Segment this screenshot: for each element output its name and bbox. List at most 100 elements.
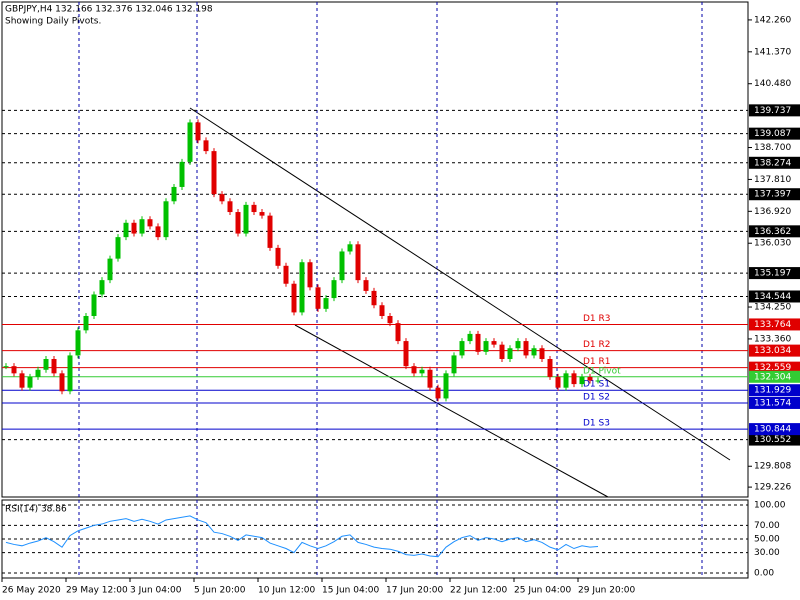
x-tick-label: 29 Jun 20:00 (578, 586, 635, 596)
candle (587, 376, 593, 381)
candle (531, 348, 537, 356)
rsi-tick-label: 70.00 (754, 521, 780, 531)
candle (251, 204, 257, 213)
rsi-tick-label: 50.00 (754, 535, 780, 545)
candle (267, 215, 273, 248)
candle (483, 341, 489, 352)
candle (291, 283, 297, 313)
pivot-label: 130.844 (754, 425, 791, 435)
candle (35, 369, 41, 377)
candle (171, 186, 177, 202)
candle (211, 151, 217, 195)
x-tick-label: 3 Jun 04:00 (130, 586, 182, 596)
rsi-tick-label: 100.00 (754, 500, 786, 510)
candle (3, 366, 9, 368)
level-box (749, 433, 800, 446)
candle (499, 344, 505, 360)
candle (75, 330, 81, 356)
candle (395, 323, 401, 342)
candle (515, 341, 521, 349)
level-box (749, 127, 800, 140)
y-tick-label: 129.808 (754, 462, 791, 472)
candle (235, 212, 241, 234)
candle (123, 222, 129, 238)
candle (179, 161, 185, 187)
pivot-box (749, 361, 800, 374)
pivot-box (749, 423, 800, 436)
candle (507, 348, 513, 360)
candle (355, 244, 361, 281)
level-box (749, 225, 800, 238)
candle (139, 219, 145, 234)
candle (411, 366, 417, 374)
candle (219, 194, 225, 202)
channel-line (189, 107, 731, 461)
level-label: 138.274 (754, 158, 791, 168)
candle (195, 122, 201, 141)
rsi-title: RSI(14) 38.86 (5, 505, 67, 515)
pivot-box (749, 318, 800, 331)
candle (11, 366, 17, 374)
level-label: 137.397 (754, 190, 791, 200)
pivot-name: D1 R2 (583, 340, 611, 350)
candle (571, 373, 577, 385)
pivot-label: 131.929 (754, 386, 791, 396)
level-box (749, 267, 800, 280)
candle (403, 341, 409, 367)
candle (451, 355, 457, 374)
candle (203, 140, 209, 152)
rsi-tick-label: 30.00 (754, 548, 780, 558)
candle (131, 222, 137, 234)
level-label: 139.737 (754, 106, 791, 116)
candle (323, 298, 329, 309)
pivot-box (749, 344, 800, 357)
candle (275, 247, 281, 266)
pivot-name: D1 Pivot (583, 366, 621, 376)
main-panel (1, 1, 749, 498)
y-tick-label: 141.370 (754, 47, 791, 57)
candle (243, 204, 249, 234)
candle (555, 376, 561, 388)
level-box (749, 104, 800, 117)
level-label: 136.362 (754, 227, 791, 237)
channel-line (294, 324, 609, 498)
candle (83, 315, 89, 331)
candle (259, 212, 265, 216)
y-tick-label: 136.920 (754, 207, 791, 217)
candle (539, 348, 545, 360)
candle (459, 341, 465, 356)
pivot-box (749, 396, 800, 409)
y-tick-label: 138.700 (754, 143, 791, 153)
y-tick-label: 140.480 (754, 79, 791, 89)
candle (595, 380, 601, 382)
x-tick-label: 10 Jun 12:00 (258, 586, 315, 596)
candle (91, 294, 97, 316)
candle (563, 373, 569, 388)
candle (347, 244, 353, 252)
x-tick-label: 5 Jun 20:00 (194, 586, 246, 596)
chart-title: GBPJPY,H4 132.166 132.376 132.046 132.19… (5, 5, 213, 15)
candle (19, 373, 25, 388)
candle (51, 359, 57, 374)
pivot-name: D1 S3 (583, 419, 610, 429)
y-tick-label: 142.260 (754, 15, 791, 25)
candle (339, 251, 345, 281)
pivot-label: 133.764 (754, 320, 791, 330)
candle (419, 369, 425, 374)
candle (283, 265, 289, 284)
candle (371, 290, 377, 306)
candle (307, 262, 313, 288)
candle (163, 201, 169, 238)
x-tick-label: 22 Jun 12:00 (450, 586, 507, 596)
rsi-tick-label: 0.00 (754, 569, 774, 579)
level-label: 134.544 (754, 292, 791, 302)
level-label: 139.087 (754, 129, 791, 139)
x-tick-label: 25 Jun 04:00 (514, 586, 571, 596)
level-box (749, 188, 800, 201)
level-box (749, 290, 800, 303)
candle (387, 315, 393, 324)
x-tick-label: 29 May 12:00 (66, 586, 128, 596)
